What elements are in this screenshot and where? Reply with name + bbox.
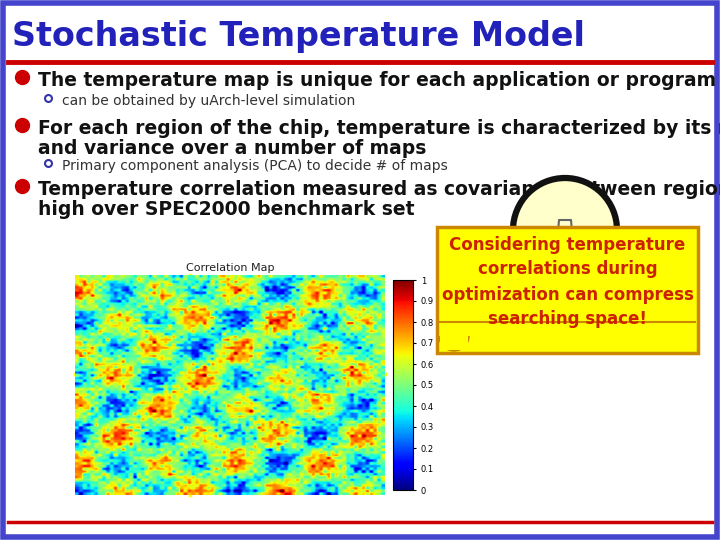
- FancyBboxPatch shape: [437, 227, 698, 353]
- Text: can be obtained by uArch-level simulation: can be obtained by uArch-level simulatio…: [62, 94, 355, 108]
- Text: Correlation Map: Correlation Map: [186, 263, 274, 273]
- Text: The temperature map is unique for each application or program phase: The temperature map is unique for each a…: [38, 71, 720, 90]
- FancyBboxPatch shape: [3, 3, 717, 537]
- Text: For each region of the chip, temperature is characterized by its mean: For each region of the chip, temperature…: [38, 119, 720, 138]
- Text: Primary component analysis (PCA) to decide # of maps: Primary component analysis (PCA) to deci…: [62, 159, 448, 173]
- Text: Temperature correlation measured as covariance between regions is: Temperature correlation measured as cova…: [38, 180, 720, 199]
- Text: Stochastic Temperature Model: Stochastic Temperature Model: [12, 20, 585, 53]
- Text: high over SPEC2000 benchmark set: high over SPEC2000 benchmark set: [38, 200, 415, 219]
- Text: (i,j) Correlation between
region i and j: (i,j) Correlation between region i and j: [127, 337, 271, 359]
- Text: and variance over a number of maps: and variance over a number of maps: [38, 139, 426, 158]
- FancyBboxPatch shape: [123, 328, 275, 368]
- Text: Considering temperature
correlations during
optimization can compress
searching : Considering temperature correlations dur…: [441, 235, 693, 328]
- Circle shape: [513, 178, 617, 282]
- Polygon shape: [440, 336, 468, 350]
- Polygon shape: [543, 274, 587, 312]
